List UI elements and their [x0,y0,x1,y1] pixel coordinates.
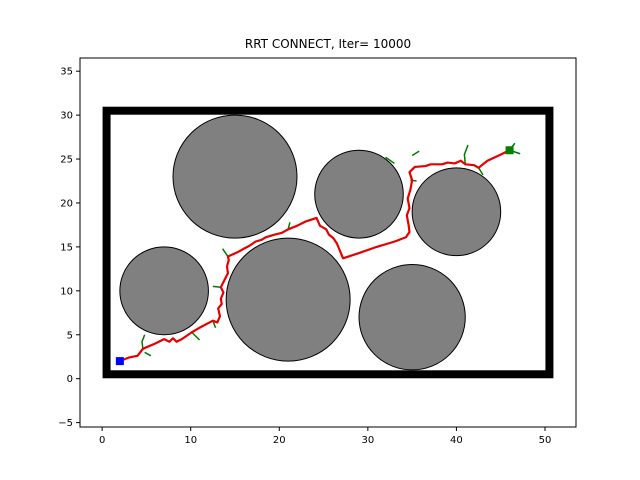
boundary-wall [102,106,554,379]
y-tick-label: 5 [67,330,73,341]
tree-branch [463,144,469,165]
x-tick-label: 50 [539,435,552,446]
goal-marker [505,146,514,155]
y-tick-label: 25 [60,155,73,166]
axes-frame [79,57,577,428]
tree-branch [221,248,229,257]
y-tick-label: −5 [58,418,73,429]
y-tick-label: 0 [67,374,73,385]
y-tick-label: 10 [60,286,73,297]
tree-branch [212,285,221,289]
tree-branch [477,167,484,176]
obstacle-circle [314,149,404,239]
tree-branch [385,156,395,165]
y-tick-label: 30 [60,111,73,122]
x-tick-label: 20 [273,435,286,446]
y-tick-label: 20 [60,198,73,209]
chart-title: RRT CONNECT, Iter= 10000 [245,37,411,51]
tree-branch [144,351,152,357]
y-tick-label: 35 [60,67,73,78]
rrt-path [119,149,511,363]
tree-branch [191,332,201,341]
tree-branch [141,334,146,349]
obstacle-circle [119,246,209,336]
obstacle-circle [358,263,466,371]
x-tick-label: 30 [361,435,374,446]
y-tick-label: 15 [60,242,73,253]
obstacle-circle [172,114,298,239]
obstacle-circle [225,237,351,362]
tree-branch [411,150,420,157]
x-tick-label: 40 [450,435,463,446]
start-marker [115,357,124,366]
plot-area: 0 10 20 30 40 50 −5 0 5 10 15 20 25 30 35 [58,57,577,446]
x-tick-label: 0 [99,435,105,446]
obstacle-circle [411,167,502,257]
x-tick-label: 10 [184,435,197,446]
